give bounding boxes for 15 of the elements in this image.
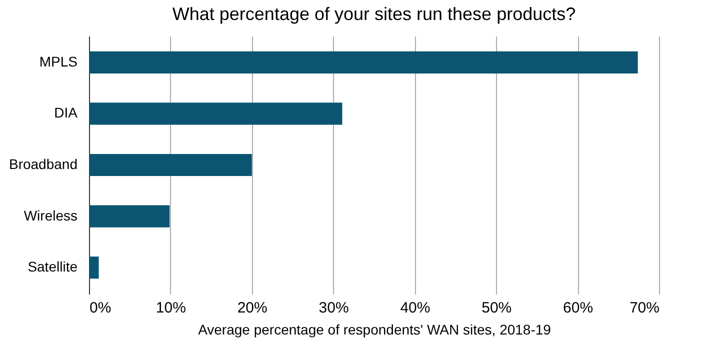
y-tick-label: Satellite [28,258,78,275]
y-tick-label: MPLS [39,53,78,70]
x-tick-label: 40% [400,300,430,316]
x-tick-label: 60% [563,300,594,316]
chart-title: What percentage of your sites run these products? [172,4,576,24]
x-tick-label: 20% [237,300,268,316]
y-tick-label: DIA [54,104,78,121]
x-tick-label: 30% [318,300,349,316]
x-tick-label: 70% [629,300,660,316]
x-tick-label: 10% [156,300,186,316]
x-tick-label: 50% [482,300,512,316]
y-tick-label: Broadband [8,156,78,172]
x-axis-title: Average percentage of respondents' WAN sites, 2018-19 [198,322,552,338]
x-tick-label: 0% [90,300,112,316]
y-tick-label: Wireless [24,207,78,224]
